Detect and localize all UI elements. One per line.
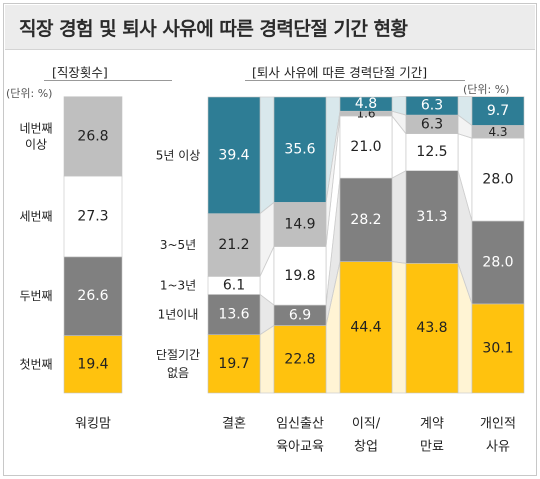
legend-label-0-b: 없음 [167,366,189,380]
connector-band-4-0 [259,96,275,215]
bar-segment-3-0 [405,263,459,394]
data-label-1-1: 6.9 [289,307,311,323]
category-label-0: 결혼 [222,417,246,432]
right-unit-label: (단위: %) [463,83,510,96]
data-label-4-0: 30.1 [482,340,513,356]
left-bracket-underline [44,80,172,81]
data-label-2-2: 21.0 [350,139,381,155]
category-label-3-a: 계약 [420,417,444,432]
bar-segment-2-4 [339,96,393,112]
bar-segment-3-4 [405,96,459,116]
category-label-1-b: 육아교육 [276,440,324,455]
bar-segment-2-2 [339,115,393,179]
title-bar: 직장 경험 및 퇴사 사유에 따른 경력단절 기간 현황 [5,5,535,50]
category-label-4-a: 개인적 [480,417,516,432]
left-bar-segment-0 [63,335,123,394]
left-data-label-0: 19.4 [77,356,108,372]
category-label-2-a: 이직/ [352,417,381,432]
data-label-0-3: 21.2 [218,237,249,253]
data-label-0-1: 13.6 [218,307,249,323]
left-panel-label: [직장횟수] [52,65,108,80]
bar-segment-3-1 [405,170,459,264]
data-label-1-0: 22.8 [284,351,315,367]
category-label-4-b: 사유 [486,440,510,455]
bar-segment-2-1 [339,177,393,262]
data-label-1-2: 19.8 [284,268,315,284]
chart-title: 직장 경험 및 퇴사 사유에 따른 경력단절 기간 현황 [19,18,408,40]
data-label-2-0: 44.4 [350,319,381,335]
right-bracket-underline [245,80,465,81]
left-data-label-3: 26.8 [77,128,108,144]
data-label-3-3: 6.3 [421,116,443,132]
connector-band-1-2 [391,170,407,264]
left-data-label-1: 26.6 [77,288,108,304]
bar-segment-3-2 [405,133,459,172]
left-legend-label-2: 세번째 [19,209,52,223]
left-category-label: 워킹맘 [75,417,111,432]
connector-band-0-0 [259,324,275,394]
legend-label-4: 5년 이상 [156,148,201,162]
data-label-3-2: 12.5 [416,144,447,160]
left-legend-label-1: 두번째 [19,289,52,303]
left-bar-segment-2 [63,175,123,258]
left-legend-label-3-a: 네번째 [19,121,52,135]
left-legend-label-3-b: 이상 [25,137,47,151]
bar-segment-0-4 [207,96,261,214]
bar-segment-4-4 [471,96,525,126]
data-label-4-3: 4.3 [488,125,507,139]
bar-segment-1-0 [273,325,327,394]
left-data-label-2: 27.3 [77,208,108,224]
data-label-3-4: 6.3 [421,98,443,114]
bar-segment-0-1 [207,294,261,335]
data-label-3-0: 43.8 [416,320,447,336]
data-label-0-0: 19.7 [218,356,249,372]
legend-label-2: 1~3년 [160,278,196,292]
data-label-0-2: 6.1 [223,277,245,293]
connector-band-0-2 [391,261,407,394]
category-label-3-b: 만료 [420,440,444,455]
bar-segment-4-1 [471,220,525,305]
bar-segment-1-3 [273,202,327,247]
data-label-3-1: 31.3 [416,209,447,225]
data-label-0-4: 39.4 [218,147,249,163]
category-label-1-a: 임신출산 [276,417,324,432]
data-label-1-3: 14.9 [284,216,315,232]
right-panel-label: [퇴사 사유에 따른 경력단절 기간] [252,65,428,80]
legend-label-3: 3~5년 [160,238,196,252]
left-unit-label: (단위: %) [6,87,53,100]
bar-segment-1-4 [273,96,327,203]
bar-segment-0-0 [207,334,261,394]
data-label-2-1: 28.2 [350,212,381,228]
bar-segment-2-0 [339,261,393,394]
data-label-4-2: 28.0 [482,172,513,188]
data-label-1-4: 35.6 [284,142,315,158]
data-label-4-1: 28.0 [482,254,513,270]
data-label-2-4: 4.8 [355,96,377,112]
category-label-2-b: 창업 [354,440,378,455]
legend-label-1: 1년이내 [158,308,199,322]
left-bar-segment-1 [63,256,123,336]
left-bar-segment-3 [63,96,123,177]
legend-label-0-a: 단절기간 [156,348,200,362]
data-label-4-4: 9.7 [487,103,509,119]
bar-segment-0-3 [207,213,261,277]
bar-segment-4-0 [471,303,525,394]
left-legend-label-0: 첫번째 [19,357,52,371]
